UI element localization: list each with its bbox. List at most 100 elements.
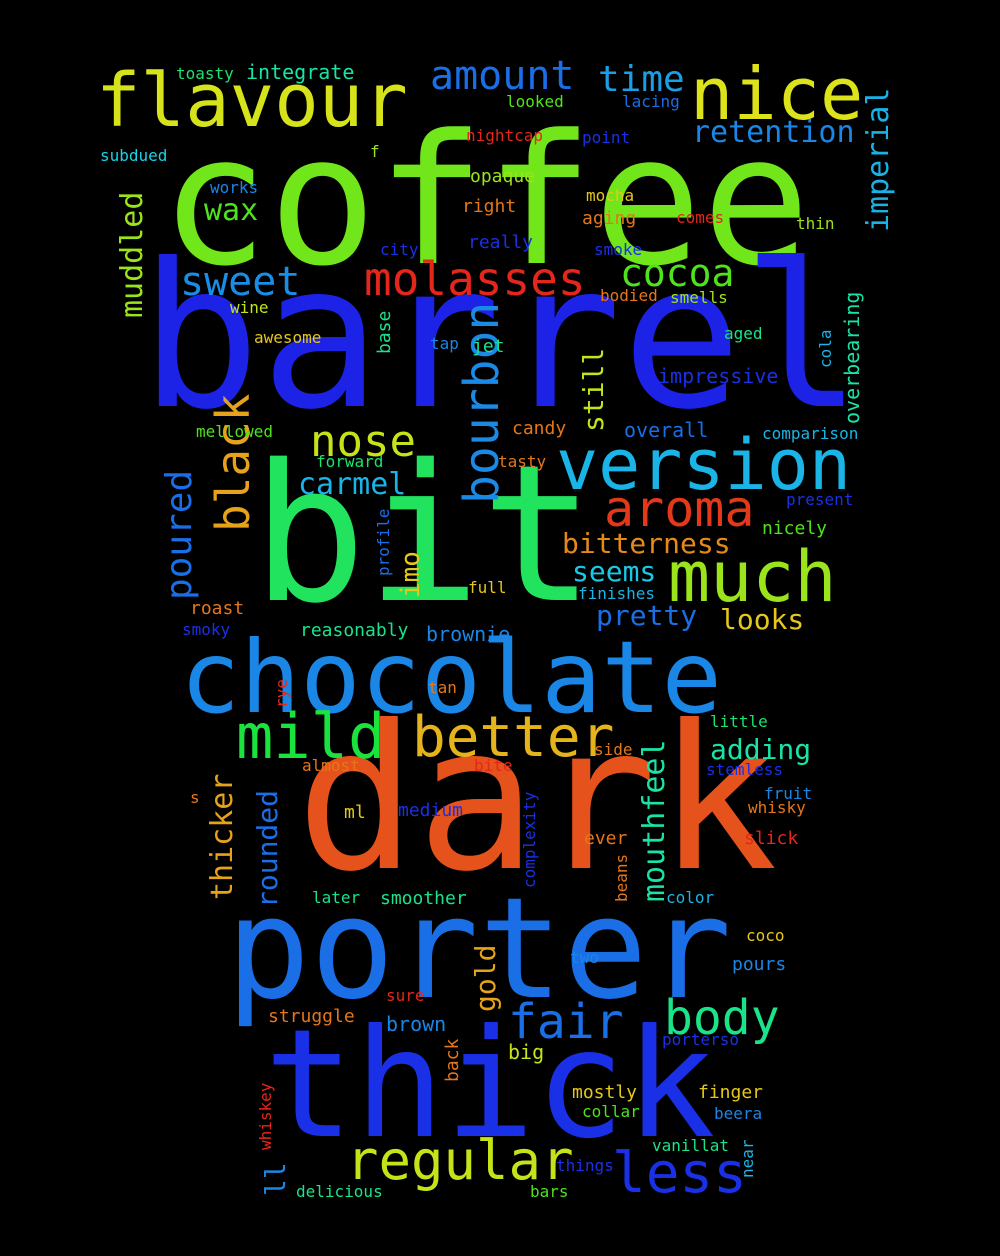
word-bitterness: bitterness — [562, 527, 731, 560]
word-body: body — [664, 990, 780, 1046]
word-vanillat: vanillat — [652, 1136, 730, 1155]
word-bodied: bodied — [600, 286, 658, 305]
word-mild: mild — [236, 700, 386, 773]
word-version: version — [556, 424, 852, 506]
word-overbearing: overbearing — [840, 291, 864, 424]
word-bourbon: bourbon — [454, 301, 510, 504]
word-beera: beera — [714, 1104, 763, 1123]
word-thicker: thicker — [205, 773, 240, 900]
word-wax: wax — [204, 193, 259, 228]
word-still: still — [577, 347, 610, 432]
word-seems: seems — [572, 555, 657, 588]
word-smells: smells — [670, 288, 728, 307]
word-fair: fair — [508, 994, 624, 1050]
word-sweet: sweet — [180, 259, 301, 305]
word-city: city — [380, 240, 419, 259]
word-rye: rye — [272, 679, 291, 708]
word-tan: tan — [428, 678, 457, 697]
word-sure: sure — [386, 986, 425, 1005]
word-struggle: struggle — [268, 1006, 355, 1027]
word-better: better — [412, 705, 615, 770]
word-tap: tap — [430, 334, 459, 353]
word-pretty: pretty — [596, 599, 698, 632]
word-retention: retention — [692, 115, 855, 150]
word-works: works — [210, 178, 259, 197]
word-comparison: comparison — [762, 424, 859, 443]
word-gold: gold — [469, 944, 502, 1012]
word-porter: porter — [226, 868, 732, 1031]
word-reasonably: reasonably — [300, 620, 409, 641]
word-coco: coco — [746, 926, 785, 945]
word-impressive: impressive — [658, 364, 779, 388]
word-smoky: smoky — [182, 620, 231, 639]
word-opaque: opaque — [470, 166, 536, 187]
word-color: color — [666, 888, 715, 907]
word-comes: comes — [676, 208, 725, 227]
word-much: much — [668, 536, 837, 618]
word-later: later — [312, 888, 361, 907]
word-ll: ll — [259, 1162, 292, 1196]
word-thin: thin — [796, 214, 835, 233]
word-imperial: imperial — [861, 87, 896, 233]
word-adding: adding — [710, 733, 812, 766]
word-nose: nose — [310, 416, 416, 467]
word-nicely: nicely — [762, 518, 828, 539]
word-mocha: mocha — [586, 186, 635, 205]
word-medium: medium — [398, 800, 464, 821]
word-tasty: tasty — [498, 452, 547, 471]
word-subdued: subdued — [100, 146, 168, 165]
word-near: near — [738, 1139, 757, 1178]
word-little: little — [710, 712, 768, 731]
word-point: point — [582, 128, 631, 147]
word-ml: ml — [344, 802, 366, 823]
word-less: less — [612, 1141, 747, 1206]
word-amount: amount — [430, 53, 575, 99]
word-thick: thick — [264, 998, 716, 1172]
word-base: base — [374, 310, 395, 354]
word-black: black — [206, 393, 260, 532]
word-mouthfeel: mouthfeel — [637, 739, 672, 902]
word-cola: cola — [816, 329, 835, 368]
word-s: s — [190, 788, 200, 807]
word-beans: beans — [612, 853, 631, 902]
word-mellowed: mellowed — [196, 422, 274, 441]
word-overall: overall — [624, 418, 709, 442]
word-looks: looks — [720, 603, 805, 636]
word-big: big — [508, 1040, 545, 1064]
word-two: two — [570, 948, 599, 967]
word-carmel: carmel — [298, 467, 407, 502]
word-slick: slick — [744, 828, 799, 849]
word-really: really — [468, 232, 534, 253]
word-f: f — [370, 142, 380, 161]
word-aroma: aroma — [604, 480, 755, 538]
word-ever: ever — [584, 828, 628, 849]
word-barrel: barrel — [140, 221, 863, 454]
word-rounded: rounded — [251, 789, 284, 908]
word-awesome: awesome — [254, 328, 322, 347]
word-integrate: integrate — [246, 60, 355, 84]
word-molasses: molasses — [364, 252, 586, 306]
word-mostly: mostly — [572, 1082, 638, 1103]
word-right: right — [462, 196, 517, 217]
word-coffee: coffee — [160, 97, 811, 306]
word-chocolate: chocolate — [180, 619, 722, 736]
word-side: side — [594, 740, 633, 759]
word-fruit: fruit — [764, 784, 813, 803]
word-whisky: whisky — [748, 798, 806, 817]
word-lacing: lacing — [622, 92, 680, 111]
word-time: time — [598, 59, 685, 100]
word-nightcap: nightcap — [466, 126, 544, 145]
word-imo: imo — [396, 551, 426, 598]
word-jet: jet — [472, 336, 505, 357]
word-stemless: stemless — [706, 760, 784, 779]
word-things: things — [556, 1156, 614, 1175]
word-back: back — [442, 1038, 463, 1082]
word-collar: collar — [582, 1102, 640, 1121]
word-roast: roast — [190, 598, 245, 619]
word-dark: dark — [296, 683, 778, 916]
word-regular: regular — [346, 1129, 574, 1192]
word-complexity: complexity — [520, 791, 539, 888]
word-full: full — [468, 578, 507, 597]
word-looked: looked — [506, 92, 564, 111]
